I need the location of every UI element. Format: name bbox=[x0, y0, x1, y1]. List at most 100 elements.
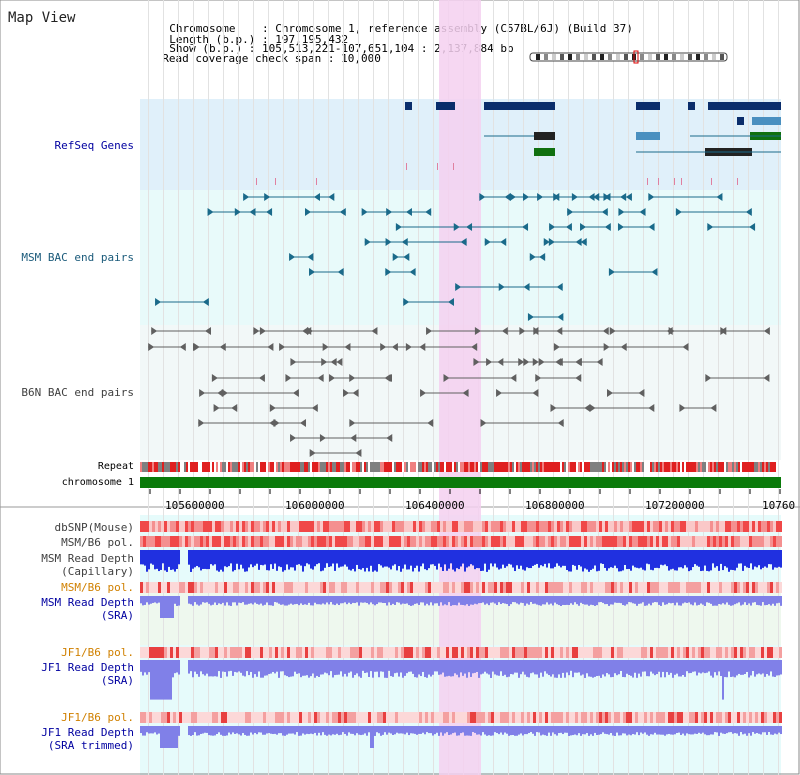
heat-cell bbox=[629, 521, 632, 532]
heat-cell bbox=[662, 712, 665, 723]
heat-cell bbox=[272, 647, 275, 658]
depth-bar bbox=[482, 660, 484, 674]
depth-bar bbox=[414, 550, 416, 568]
heat-cell bbox=[218, 712, 221, 723]
heat-cell bbox=[287, 521, 290, 532]
depth-bar bbox=[470, 660, 472, 677]
repeat-block bbox=[474, 462, 476, 472]
heat-cell bbox=[290, 521, 293, 532]
heat-cell bbox=[260, 582, 263, 593]
depth-bar bbox=[456, 726, 458, 736]
depth-bar bbox=[668, 596, 670, 603]
heat-cell bbox=[443, 536, 446, 547]
heat-cell bbox=[221, 521, 224, 532]
heat-cell bbox=[689, 521, 692, 532]
heat-cell bbox=[518, 647, 521, 658]
heat-cell bbox=[212, 521, 215, 532]
heat-cell bbox=[326, 536, 329, 547]
heat-cell bbox=[275, 536, 278, 547]
heat-cell bbox=[233, 536, 236, 547]
depth-bar bbox=[422, 726, 424, 733]
heat-cell bbox=[770, 536, 773, 547]
depth-bar bbox=[396, 726, 398, 733]
depth-bar bbox=[330, 550, 332, 567]
heat-cell bbox=[620, 521, 623, 532]
heat-cell bbox=[692, 582, 695, 593]
depth-bar bbox=[688, 596, 690, 603]
depth-bar bbox=[744, 550, 746, 566]
bac-end-marker bbox=[529, 253, 536, 261]
repeat-block bbox=[446, 462, 448, 472]
heat-cell bbox=[476, 712, 479, 723]
depth-bar bbox=[320, 726, 322, 736]
heat-cell bbox=[737, 647, 740, 658]
heat-cell bbox=[656, 582, 659, 593]
heat-cell bbox=[287, 712, 290, 723]
depth-bar bbox=[490, 596, 492, 603]
repeat-block bbox=[760, 462, 762, 472]
depth-bar bbox=[680, 550, 682, 568]
heat-cell bbox=[155, 521, 158, 532]
depth-bar bbox=[444, 726, 446, 734]
heat-cell bbox=[551, 712, 554, 723]
depth-bar bbox=[238, 660, 240, 672]
heat-cell bbox=[317, 536, 320, 547]
depth-bar bbox=[722, 596, 724, 604]
bac-end-marker bbox=[557, 313, 564, 321]
track-label-dbsnp: dbSNP(Mouse) bbox=[54, 521, 134, 534]
repeat-block bbox=[294, 462, 296, 472]
track-label-jf1-depth-trim-2: (SRA trimmed) bbox=[47, 739, 134, 752]
bac-end-marker bbox=[648, 193, 655, 201]
repeat-block bbox=[228, 462, 230, 472]
depth-bar bbox=[494, 660, 496, 675]
depth-bar bbox=[208, 596, 210, 604]
depth-bar bbox=[616, 596, 618, 603]
heat-cell bbox=[737, 521, 740, 532]
bac-end-marker bbox=[329, 374, 336, 382]
depth-bar bbox=[652, 726, 654, 735]
repeat-block bbox=[370, 462, 372, 472]
track-label-msm-bac[interactable]: MSM BAC end pairs bbox=[21, 251, 134, 264]
repeat-block bbox=[212, 462, 214, 472]
depth-bar bbox=[310, 550, 312, 569]
depth-bar bbox=[590, 550, 592, 570]
depth-bar bbox=[276, 660, 278, 672]
depth-bar bbox=[528, 660, 530, 678]
depth-bar bbox=[164, 726, 166, 748]
depth-bar bbox=[556, 660, 558, 678]
depth-bar bbox=[516, 596, 518, 604]
repeat-block bbox=[508, 462, 510, 472]
heat-cell bbox=[500, 521, 503, 532]
depth-bar bbox=[610, 726, 612, 734]
depth-bar bbox=[308, 550, 310, 565]
heat-cell bbox=[302, 712, 305, 723]
heat-cell bbox=[500, 647, 503, 658]
depth-bar bbox=[436, 596, 438, 604]
depth-bar bbox=[488, 596, 490, 606]
depth-bar bbox=[662, 660, 664, 672]
heat-cell bbox=[227, 536, 230, 547]
depth-bar bbox=[520, 660, 522, 675]
depth-bar bbox=[308, 596, 310, 603]
depth-bar bbox=[288, 596, 290, 605]
track-label-refseq[interactable]: RefSeq Genes bbox=[54, 139, 134, 152]
heat-cell bbox=[383, 521, 386, 532]
depth-bar bbox=[498, 550, 500, 570]
depth-bar bbox=[230, 726, 232, 735]
depth-bar bbox=[202, 726, 204, 734]
depth-bar bbox=[582, 726, 584, 735]
depth-bar bbox=[666, 596, 668, 605]
depth-bar bbox=[500, 660, 502, 672]
depth-bar bbox=[430, 726, 432, 734]
heat-cell bbox=[275, 521, 278, 532]
depth-bar bbox=[538, 726, 540, 733]
gene-block bbox=[636, 132, 660, 140]
depth-bar bbox=[494, 550, 496, 564]
bac-end-marker bbox=[405, 208, 412, 216]
depth-bar bbox=[570, 550, 572, 572]
track-label-b6n-bac[interactable]: B6N BAC end pairs bbox=[21, 386, 134, 399]
depth-bar bbox=[140, 550, 142, 565]
repeat-block bbox=[190, 462, 192, 472]
ideogram-band bbox=[648, 54, 652, 60]
